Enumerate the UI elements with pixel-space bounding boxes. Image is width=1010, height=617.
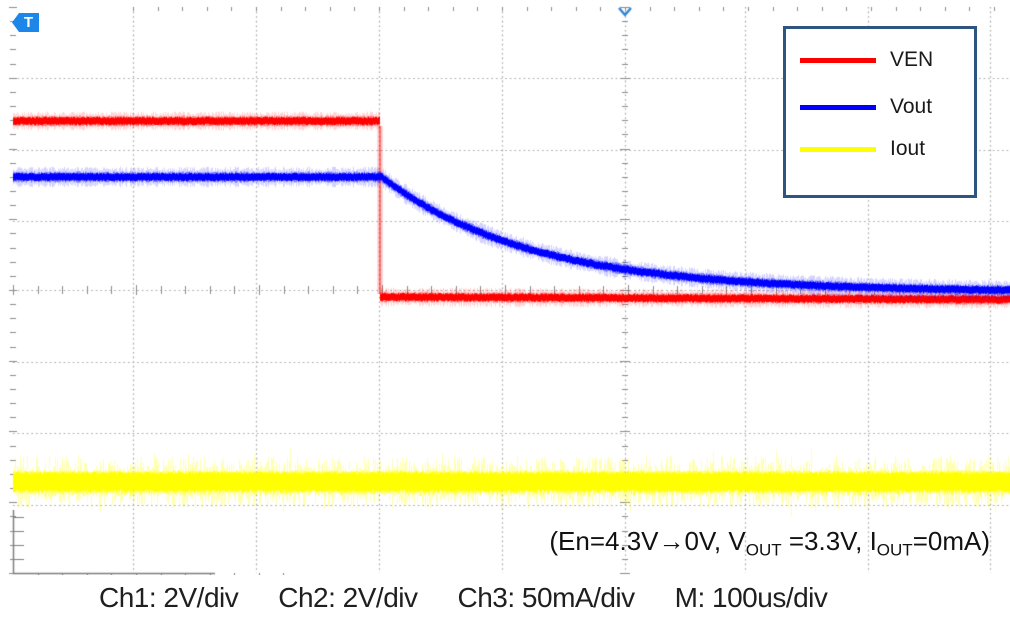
trigger-level-flag-icon: T bbox=[12, 13, 39, 32]
annotation-text: =3.3V, I bbox=[781, 526, 877, 556]
legend-item-ven: VEN bbox=[786, 46, 974, 74]
caption-ch2: Ch2: 2V/div bbox=[278, 582, 418, 613]
legend-item-vout: Vout bbox=[786, 93, 974, 121]
legend-box: VEN Vout Iout bbox=[783, 26, 977, 198]
legend-label-ven: VEN bbox=[890, 48, 934, 71]
legend-line-yellow bbox=[800, 147, 876, 152]
caption-ch1: Ch1: 2V/div bbox=[99, 582, 239, 613]
scale-caption: Ch1: 2V/div Ch2: 2V/div Ch3: 50mA/div M:… bbox=[99, 582, 828, 614]
conditions-annotation: (En=4.3V→0V, VOUT =3.3V, IOUT=0mA) bbox=[549, 526, 990, 560]
annotation-text: (En=4.3V→0V, V bbox=[549, 526, 746, 556]
annotation-text: =0mA) bbox=[912, 526, 990, 556]
trigger-flag-label: T bbox=[23, 14, 34, 31]
legend-label-iout: Iout bbox=[890, 137, 926, 160]
annotation-sub-out2: OUT bbox=[876, 540, 913, 560]
legend-label-vout: Vout bbox=[890, 95, 933, 118]
legend-line-blue bbox=[800, 105, 876, 110]
caption-ch3: Ch3: 50mA/div bbox=[457, 582, 636, 613]
legend-item-iout: Iout bbox=[786, 135, 974, 163]
caption-timebase: M: 100us/div bbox=[674, 582, 828, 613]
annotation-sub-out1: OUT bbox=[745, 540, 782, 560]
legend-line-red bbox=[800, 58, 876, 63]
